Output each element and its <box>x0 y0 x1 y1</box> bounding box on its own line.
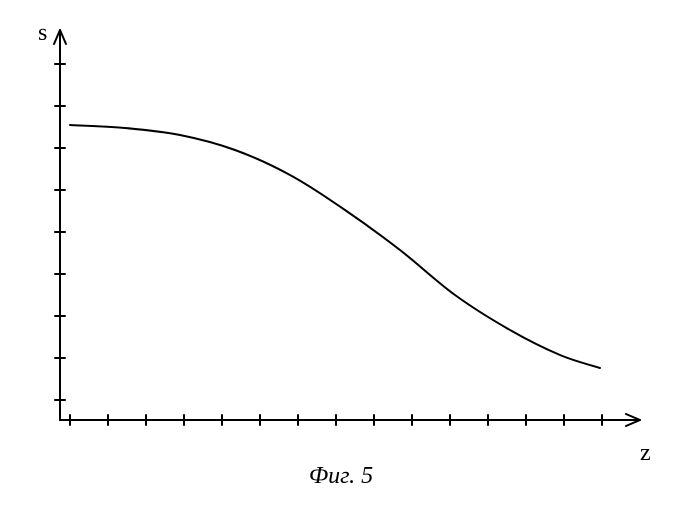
chart-container: s z Фиг. 5 <box>0 0 682 500</box>
figure-caption: Фиг. 5 <box>309 463 373 490</box>
x-axis-label: z <box>640 440 651 467</box>
chart-svg <box>0 0 682 500</box>
y-axis-label: s <box>38 20 47 47</box>
